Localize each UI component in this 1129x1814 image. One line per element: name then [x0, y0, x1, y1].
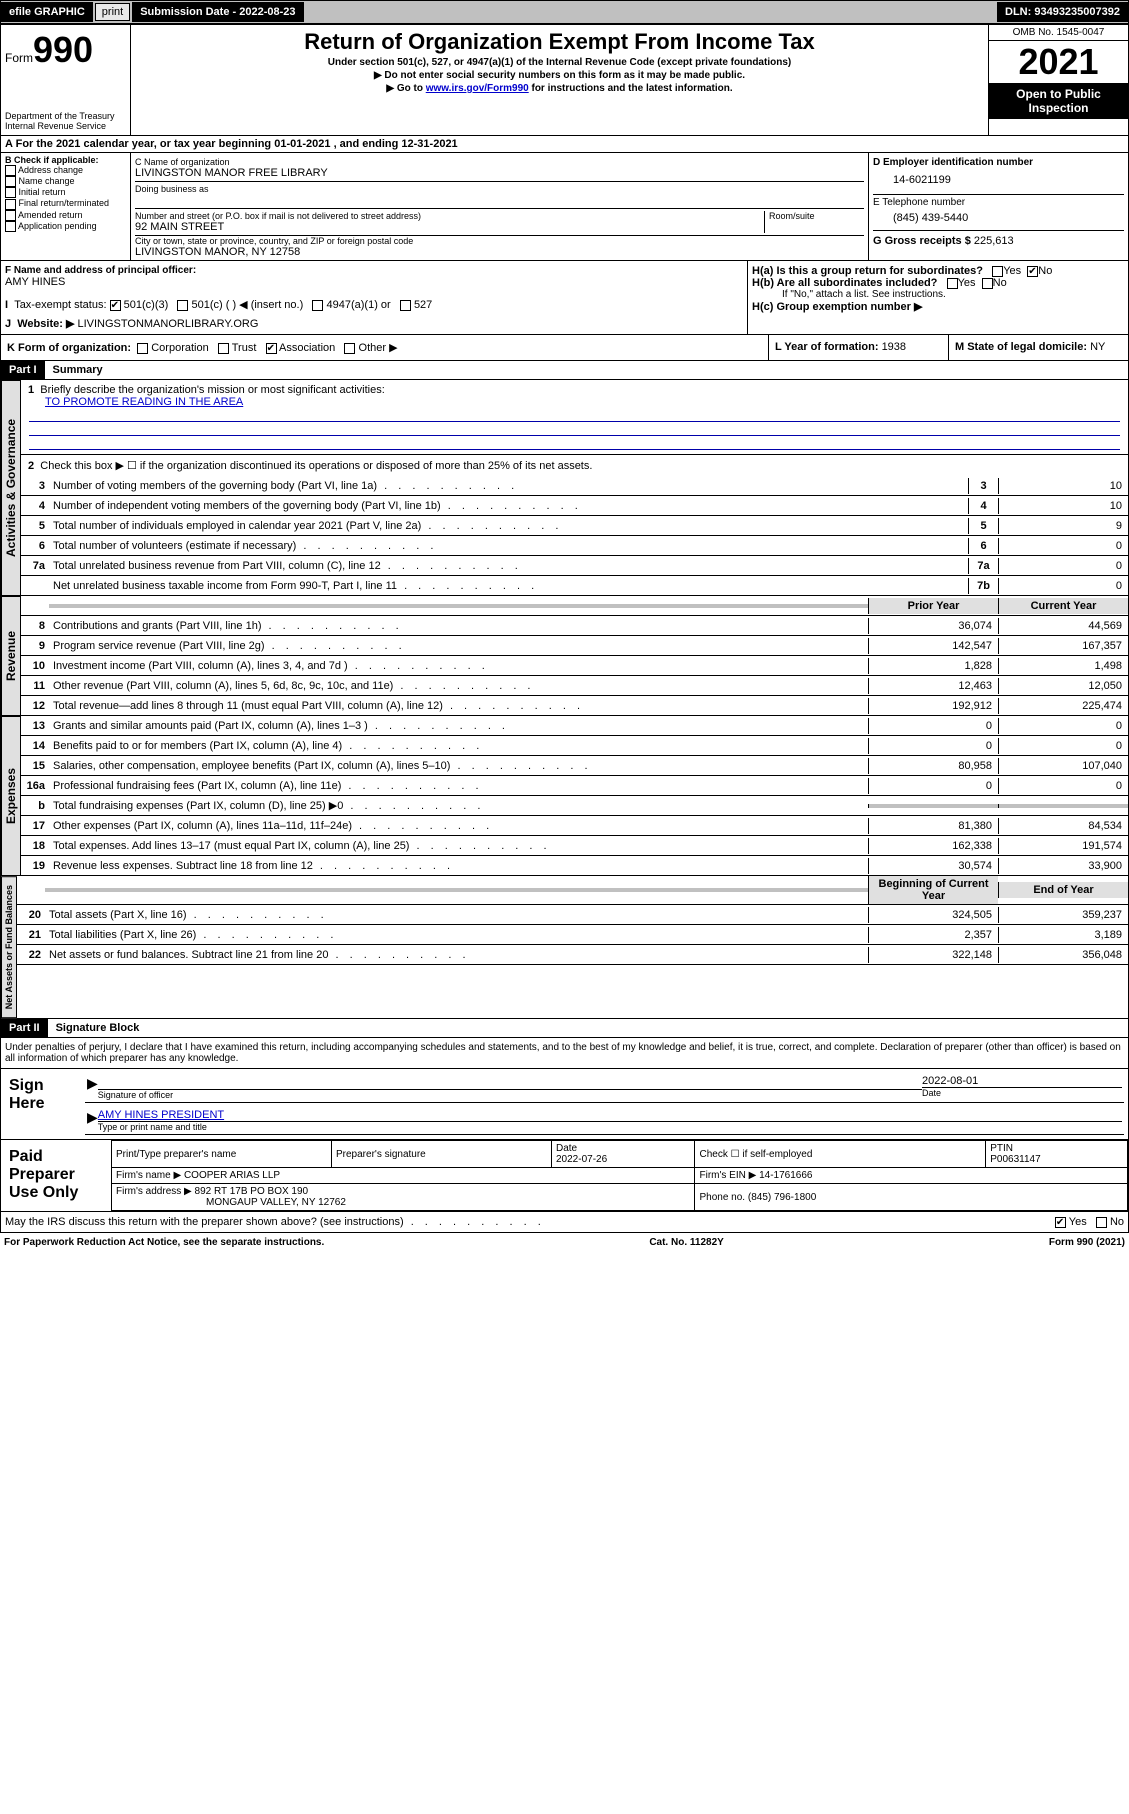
sign-date: 2022-08-01: [922, 1075, 1122, 1087]
penalties-text: Under penalties of perjury, I declare th…: [0, 1038, 1129, 1069]
summary-row: bTotal fundraising expenses (Part IX, co…: [21, 796, 1128, 816]
summary-row: 4Number of independent voting members of…: [21, 496, 1128, 516]
summary-row: 19Revenue less expenses. Subtract line 1…: [21, 856, 1128, 876]
efile-label: efile GRAPHIC: [1, 2, 93, 22]
checkbox-501c[interactable]: [177, 300, 188, 311]
summary-row: 12Total revenue—add lines 8 through 11 (…: [21, 696, 1128, 716]
entity-info: B Check if applicable: Address change Na…: [0, 153, 1129, 261]
checkbox-app-pending[interactable]: [5, 221, 16, 232]
summary-row: Net unrelated business taxable income fr…: [21, 576, 1128, 596]
checkbox-name-change[interactable]: [5, 176, 16, 187]
org-city: LIVINGSTON MANOR, NY 12758: [135, 246, 864, 258]
summary-row: 22Net assets or fund balances. Subtract …: [17, 945, 1128, 965]
checkbox-ha-yes[interactable]: [992, 266, 1003, 277]
summary-row: 6Total number of volunteers (estimate if…: [21, 536, 1128, 556]
summary-row: 16aProfessional fundraising fees (Part I…: [21, 776, 1128, 796]
submission-date: Submission Date - 2022-08-23: [132, 2, 303, 22]
preparer-table: Print/Type preparer's name Preparer's si…: [111, 1140, 1128, 1211]
officer-group-info: F Name and address of principal officer:…: [0, 261, 1129, 335]
part1-header: Part I Summary: [0, 361, 1129, 380]
checkbox-527[interactable]: [400, 300, 411, 311]
summary-row: 7aTotal unrelated business revenue from …: [21, 556, 1128, 576]
print-button[interactable]: print: [95, 3, 130, 21]
summary-row: 8Contributions and grants (Part VIII, li…: [21, 616, 1128, 636]
summary-row: 15Salaries, other compensation, employee…: [21, 756, 1128, 776]
tax-period: A For the 2021 calendar year, or tax yea…: [0, 136, 1129, 153]
top-bar: efile GRAPHIC print Submission Date - 20…: [0, 0, 1129, 24]
principal-officer: AMY HINES: [5, 276, 743, 288]
checkbox-hb-yes[interactable]: [947, 278, 958, 289]
checkbox-corp[interactable]: [137, 343, 148, 354]
checkbox-final-return[interactable]: [5, 199, 16, 210]
ein: 14-6021199: [873, 168, 1124, 192]
checkbox-discuss-no[interactable]: [1096, 1217, 1107, 1228]
checkbox-discuss-yes[interactable]: [1055, 1217, 1066, 1228]
checkbox-501c3[interactable]: [110, 300, 121, 311]
gross-receipts: 225,613: [974, 235, 1014, 247]
form-org-row: K Form of organization: Corporation Trus…: [0, 335, 1129, 361]
page-footer: For Paperwork Reduction Act Notice, see …: [0, 1233, 1129, 1252]
box-d-e-g: D Employer identification number 14-6021…: [868, 153, 1128, 260]
dln: DLN: 93493235007392: [997, 2, 1128, 22]
summary-row: 21Total liabilities (Part X, line 26)2,3…: [17, 925, 1128, 945]
checkbox-ha-no[interactable]: [1027, 266, 1038, 277]
netassets-section: Net Assets or Fund Balances Beginning of…: [0, 876, 1129, 1019]
revenue-section: Revenue Prior Year Current Year 8Contrib…: [0, 596, 1129, 716]
form-number-box: Form990 Department of the Treasury Inter…: [1, 25, 131, 135]
summary-row: 9Program service revenue (Part VIII, lin…: [21, 636, 1128, 656]
checkbox-hb-no[interactable]: [982, 278, 993, 289]
irs-discuss-row: May the IRS discuss this return with the…: [0, 1212, 1129, 1233]
checkbox-initial-return[interactable]: [5, 187, 16, 198]
form-header: Form990 Department of the Treasury Inter…: [0, 24, 1129, 136]
instructions-link[interactable]: www.irs.gov/Form990: [426, 83, 529, 94]
checkbox-amended[interactable]: [5, 210, 16, 221]
summary-row: 10Investment income (Part VIII, column (…: [21, 656, 1128, 676]
form-title-box: Return of Organization Exempt From Incom…: [131, 25, 988, 135]
checkbox-4947[interactable]: [312, 300, 323, 311]
checkbox-trust[interactable]: [218, 343, 229, 354]
form-title: Return of Organization Exempt From Incom…: [135, 29, 984, 55]
mission-text[interactable]: TO PROMOTE READING IN THE AREA: [25, 396, 243, 408]
checkbox-address-change[interactable]: [5, 165, 16, 176]
box-c: C Name of organization LIVINGSTON MANOR …: [131, 153, 868, 260]
box-b: B Check if applicable: Address change Na…: [1, 153, 131, 260]
org-address: 92 MAIN STREET: [135, 221, 764, 233]
arrow-icon: ▶: [87, 1109, 98, 1132]
summary-row: 18Total expenses. Add lines 13–17 (must …: [21, 836, 1128, 856]
activities-governance: Activities & Governance 1 Briefly descri…: [0, 380, 1129, 596]
phone: (845) 439-5440: [873, 208, 1124, 228]
summary-row: 20Total assets (Part X, line 16)324,5053…: [17, 905, 1128, 925]
org-name: LIVINGSTON MANOR FREE LIBRARY: [135, 167, 864, 179]
website: LIVINGSTONMANORLIBRARY.ORG: [77, 318, 258, 330]
dept-label: Department of the Treasury Internal Reve…: [5, 111, 126, 131]
summary-row: 13Grants and similar amounts paid (Part …: [21, 716, 1128, 736]
checkbox-other[interactable]: [344, 343, 355, 354]
paid-preparer-block: Paid Preparer Use Only Print/Type prepar…: [0, 1140, 1129, 1212]
part2-header: Part II Signature Block: [0, 1019, 1129, 1038]
checkbox-assoc[interactable]: [266, 343, 277, 354]
officer-name-link[interactable]: AMY HINES PRESIDENT: [98, 1109, 1122, 1121]
expenses-section: Expenses 13Grants and similar amounts pa…: [0, 716, 1129, 876]
summary-row: 14Benefits paid to or for members (Part …: [21, 736, 1128, 756]
summary-row: 17Other expenses (Part IX, column (A), l…: [21, 816, 1128, 836]
summary-row: 11Other revenue (Part VIII, column (A), …: [21, 676, 1128, 696]
summary-row: 5Total number of individuals employed in…: [21, 516, 1128, 536]
arrow-icon: ▶: [87, 1075, 98, 1100]
year-box: OMB No. 1545-0047 2021 Open to Public In…: [988, 25, 1128, 135]
sign-here-block: Sign Here ▶ Signature of officer 2022-08…: [0, 1069, 1129, 1140]
summary-row: 3Number of voting members of the governi…: [21, 476, 1128, 496]
